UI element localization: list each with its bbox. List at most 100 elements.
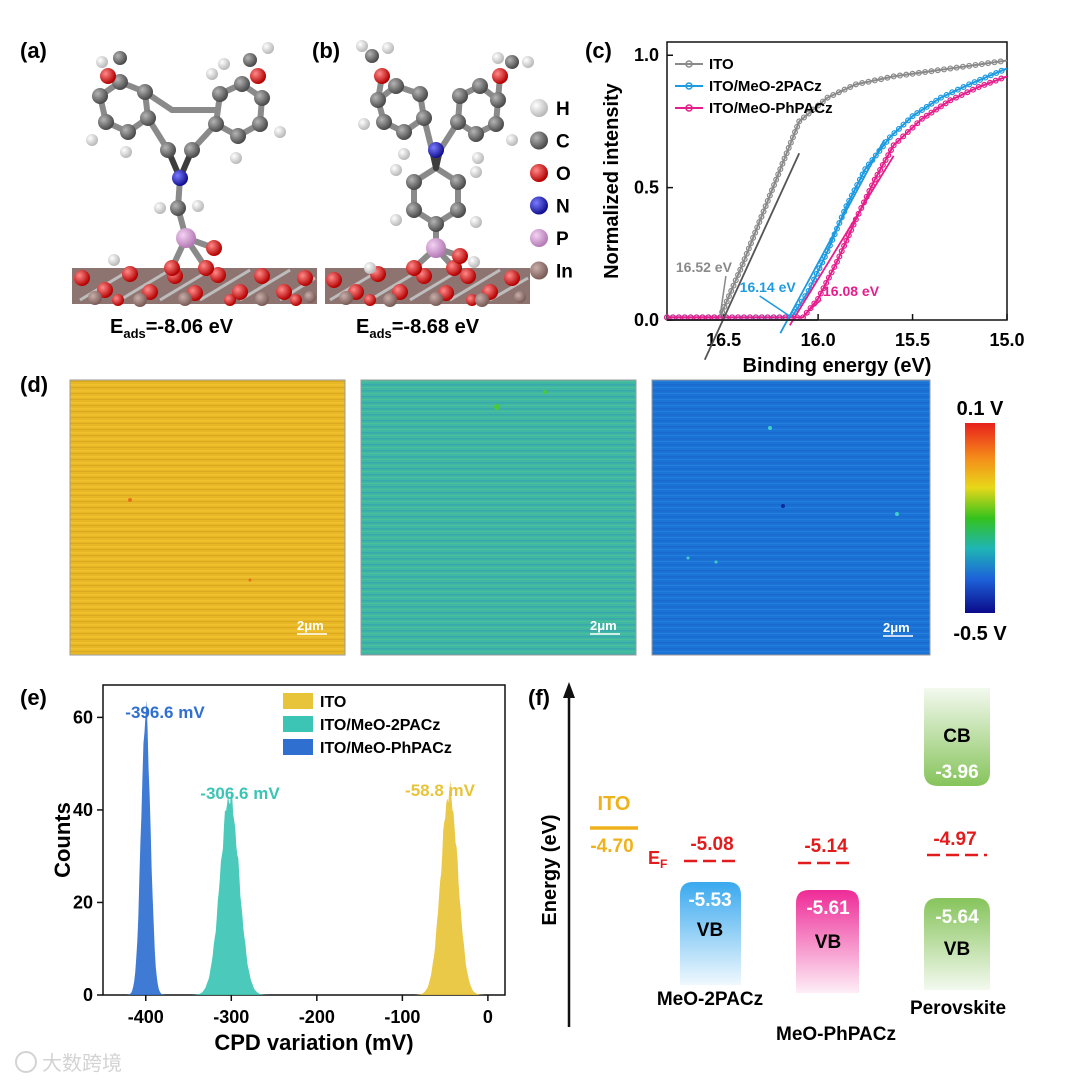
ups-point [719,309,726,316]
ups-point [922,69,929,76]
ups-point [841,86,848,93]
ups-point [914,120,921,127]
ups-point [885,152,892,159]
ups-point [836,220,843,227]
ups-point [766,192,773,199]
vb-box-meo-2pacz [680,882,741,985]
ups-point [895,125,902,132]
ups-point [952,94,959,101]
atom-legend-label: C [556,132,570,153]
ups-point [747,240,754,247]
cpd-histogram: -400 -300 -200 -100 0 0 20 40 60 CPD variation (m… [50,684,506,1055]
kpfm-map-meo-2pacz [360,379,637,656]
ups-point [949,89,956,96]
panel-c-label: (c) [585,38,612,63]
ups-point [900,133,907,140]
ups-point [781,155,788,162]
atom-legend-label: P [556,229,569,250]
ups-point [725,293,732,300]
ups-point [933,106,940,113]
ups-point [998,67,1005,74]
cpd-plot-frame [102,684,506,996]
ups-point [756,219,763,226]
ups-chart: 16.5 16.0 15.5 15.0 0.0 0.5 1.0 Binding energy … [601,41,1025,377]
atom-legend-o-icon [530,164,548,182]
column-name-perovskite: Perovskite [910,998,1006,1019]
ups-point [768,187,775,194]
ups-point [777,166,784,173]
ups-point [878,76,885,83]
ups-point [903,71,910,78]
ups-point [928,109,935,116]
ups-y-axis-label: Normalized intensity [601,82,623,278]
ups-point [998,75,1005,82]
cpd-x-tick-label: 0 [483,1007,493,1027]
ups-onset-label: 16.14 eV [740,279,797,295]
ups-point [958,91,965,98]
ups-point [752,229,759,236]
ups-tangent-line [703,152,801,361]
atom-legend-label: O [556,164,571,185]
ups-point [825,274,832,281]
ups-plot-frame [666,41,1008,321]
ups-point [810,106,817,113]
ups-point [890,142,897,149]
ups-point [874,171,881,178]
ups-point [900,121,907,128]
watermark-logo-icon [15,1051,37,1073]
ups-point [915,69,922,76]
kpfm-map-meo-phpacz [651,379,931,656]
ups-point [975,84,982,91]
ups-y-tick-label: 0.5 [634,178,659,198]
energy-axis-arrow [563,682,575,698]
ups-point [811,276,818,283]
ups-point [789,134,796,141]
ups-point [807,305,814,312]
fermi-value-3: -4.97 [933,829,976,850]
ups-point [794,123,801,130]
ups-point [792,129,799,136]
eads-a-label: Eads=-8.06 eV [110,316,234,341]
ups-x-axis-label: Binding energy (eV) [743,355,932,377]
ups-point [817,290,824,297]
ups-point [852,81,859,88]
ups-point [971,79,978,86]
ups-y-tick-label: 0.0 [634,310,659,330]
atom-legend-label: H [556,99,570,120]
ups-point [937,94,944,101]
ups-point [815,102,822,109]
ups-point [838,248,845,255]
ups-point [937,103,944,110]
cpd-x-tick-label: -200 [299,1007,335,1027]
ups-point [762,203,769,210]
ups-point [882,157,889,164]
molecule-b [325,40,534,307]
ups-point [886,134,893,141]
vb-value-perovskite: -5.64 [935,907,979,928]
ups-point [847,84,854,91]
ups-point [865,78,872,85]
ups-point [773,176,780,183]
atom-legend-c-icon [530,131,548,150]
column-name-meo-phpacz: MeO-PhPACz [776,1024,896,1045]
column-name-meo-2pacz: MeO-2PACz [657,989,763,1010]
cpd-legend-swatch [283,693,313,709]
ups-tangent-line [779,139,886,334]
panel-d-label: (d) [20,372,48,397]
ups-point [815,295,822,302]
cpd-legend-label: ITO [320,694,346,711]
kpfm-map-ito [69,379,346,656]
ups-point [828,269,835,276]
ups-point [835,89,842,96]
ups-point [942,100,949,107]
ups-point [972,61,979,68]
ups-point [787,139,794,146]
atom-legend-p-icon [530,229,548,247]
cpd-x-tick-label: -100 [384,1007,420,1027]
cpd-x-tick-label: -300 [213,1007,249,1027]
ups-point [954,86,961,93]
vb-box-perovskite [924,898,990,990]
fermi-value-1: -5.08 [690,834,733,855]
cb-label-perovskite: CB [943,726,970,747]
